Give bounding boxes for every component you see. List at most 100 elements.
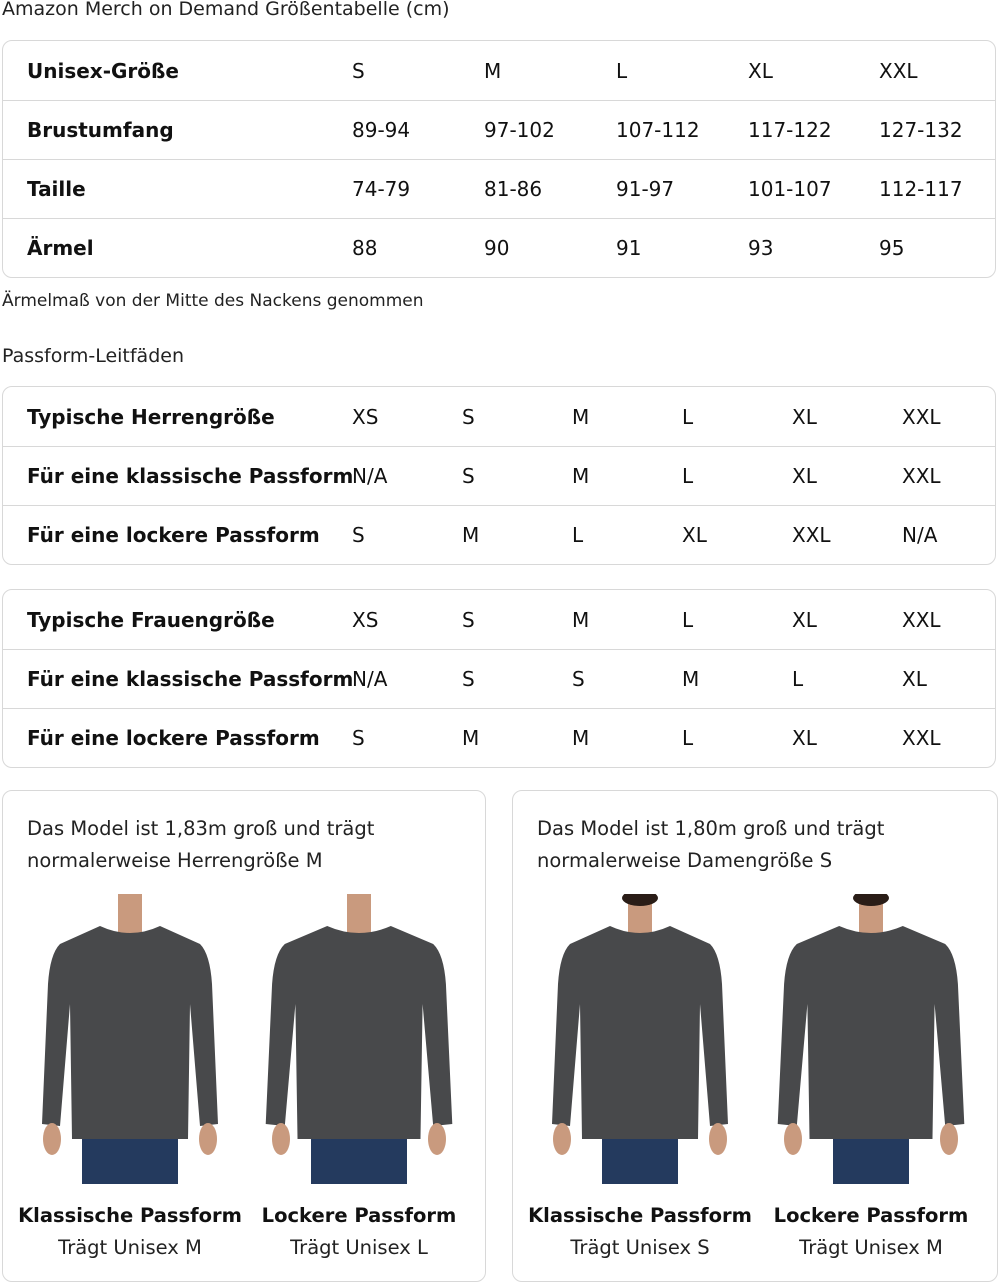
table-row: Taille 74-79 81-86 91-97 101-107 112-117 <box>3 159 995 218</box>
men-fit-table: Typische Herrengröße XS S M L XL XXL Für eine k… <box>2 386 996 565</box>
fit-size: Trägt Unisex L <box>290 1236 428 1259</box>
table-row: Für eine klassische Passform N/A S M L XL XXL <box>3 446 995 505</box>
row-label: Taille <box>27 177 86 201</box>
model-caption: Das Model ist 1,83m groß und trägt normal… <box>27 813 374 877</box>
table-cell: M <box>572 464 590 488</box>
table-cell: 107-112 <box>616 118 700 142</box>
table-cell: L <box>682 607 694 632</box>
table-cell: M <box>572 607 590 632</box>
table-cell: 91-97 <box>616 177 675 201</box>
table-cell: M <box>462 726 480 750</box>
table-cell: S <box>462 464 475 488</box>
caption-line: normalerweise Damengröße S <box>537 849 833 872</box>
table-cell: S <box>352 523 365 547</box>
caption-line: normalerweise Herrengröße M <box>27 849 323 872</box>
model-photo <box>771 890 971 1184</box>
table-cell: L <box>792 667 804 691</box>
caption-line: Das Model ist 1,83m groß und trägt <box>27 817 375 840</box>
table-cell: L <box>682 464 694 488</box>
table-cell: N/A <box>352 667 388 691</box>
fit-label: Lockere Passform <box>261 1204 457 1227</box>
table-cell: 91 <box>616 236 642 260</box>
row-label: Für eine lockere Passform <box>27 726 320 750</box>
men-model-card: Das Model ist 1,83m groß und trägt normal… <box>2 790 486 1282</box>
table-cell: 89-94 <box>352 118 411 142</box>
table-cell: XL <box>902 667 927 691</box>
row-label: Unisex-Größe <box>27 58 179 83</box>
table-cell: S <box>352 58 365 83</box>
table-cell: XL <box>792 607 817 632</box>
women-fit-table: Typische Frauengröße XS S M L XL XXL Für eine k… <box>2 589 996 768</box>
table-row: Unisex-Größe S M L XL XXL <box>3 41 995 100</box>
model-photo <box>540 890 740 1184</box>
table-cell: XXL <box>902 404 941 429</box>
table-cell: 97-102 <box>484 118 555 142</box>
women-model-card: Das Model ist 1,80m groß und trägt normal… <box>512 790 998 1282</box>
table-cell: 127-132 <box>879 118 963 142</box>
table-row: Ärmel 88 90 91 93 95 <box>3 218 995 277</box>
model-caption: Das Model ist 1,80m groß und trägt normal… <box>537 813 884 877</box>
table-row: Brustumfang 89-94 97-102 107-112 117-122 127-… <box>3 100 995 159</box>
fit-size: Trägt Unisex S <box>570 1236 710 1259</box>
table-cell: XL <box>748 58 773 83</box>
table-cell: S <box>572 667 585 691</box>
table-cell: XXL <box>902 726 941 750</box>
sleeve-note: Ärmelmaß von der Mitte des Nackens genom… <box>2 291 424 311</box>
table-row: Für eine lockere Passform S M L XL XXL N/A <box>3 505 995 564</box>
table-cell: L <box>572 523 584 547</box>
table-cell: S <box>462 667 475 691</box>
fit-label: Klassische Passform <box>18 1204 242 1227</box>
table-cell: XL <box>792 726 817 750</box>
table-cell: M <box>572 404 590 429</box>
table-cell: 74-79 <box>352 177 411 201</box>
size-table: Unisex-Größe S M L XL XXL Brustumfang 89-94 97-1… <box>2 40 996 278</box>
table-cell: XXL <box>792 523 831 547</box>
table-cell: L <box>616 58 628 83</box>
model-photo <box>259 894 459 1184</box>
table-cell: S <box>462 607 475 632</box>
model-photo <box>30 894 230 1184</box>
table-cell: M <box>462 523 480 547</box>
table-cell: S <box>352 726 365 750</box>
caption-line: Das Model ist 1,80m groß und trägt <box>537 817 885 840</box>
table-cell: 112-117 <box>879 177 963 201</box>
table-cell: XL <box>682 523 707 547</box>
table-cell: L <box>682 726 694 750</box>
table-row: Für eine klassische Passform N/A S S M L XL <box>3 649 995 708</box>
table-cell: 88 <box>352 236 378 260</box>
fit-size: Trägt Unisex M <box>799 1236 943 1259</box>
fit-label: Klassische Passform <box>528 1204 752 1227</box>
table-cell: S <box>462 404 475 429</box>
table-cell: M <box>682 667 700 691</box>
table-cell: 81-86 <box>484 177 543 201</box>
table-cell: M <box>572 726 590 750</box>
table-cell: 90 <box>484 236 510 260</box>
page-title: Amazon Merch on Demand Größentabelle (cm… <box>2 0 450 20</box>
table-cell: N/A <box>902 523 938 547</box>
fit-heading: Passform-Leitfäden <box>2 345 184 367</box>
table-cell: XXL <box>902 464 941 488</box>
fit-label: Lockere Passform <box>773 1204 969 1227</box>
table-cell: XXL <box>879 58 918 83</box>
fit-size: Trägt Unisex M <box>58 1236 202 1259</box>
table-cell: L <box>682 404 694 429</box>
row-label: Brustumfang <box>27 118 174 142</box>
table-cell: XXL <box>902 607 941 632</box>
row-label: Für eine klassische Passform <box>27 667 354 691</box>
row-label: Für eine lockere Passform <box>27 523 320 547</box>
table-cell: M <box>484 58 502 83</box>
row-label: Typische Herrengröße <box>27 404 275 429</box>
table-cell: XL <box>792 404 817 429</box>
table-cell: N/A <box>352 464 388 488</box>
table-cell: 95 <box>879 236 905 260</box>
table-cell: 93 <box>748 236 774 260</box>
table-cell: XS <box>352 607 379 632</box>
table-cell: 101-107 <box>748 177 832 201</box>
table-cell: XL <box>792 464 817 488</box>
table-cell: XS <box>352 404 379 429</box>
row-label: Für eine klassische Passform <box>27 464 354 488</box>
row-label: Typische Frauengröße <box>27 607 275 632</box>
table-cell: 117-122 <box>748 118 832 142</box>
table-row: Für eine lockere Passform S M M L XL XXL <box>3 708 995 767</box>
table-row: Typische Herrengröße XS S M L XL XXL <box>3 387 995 446</box>
